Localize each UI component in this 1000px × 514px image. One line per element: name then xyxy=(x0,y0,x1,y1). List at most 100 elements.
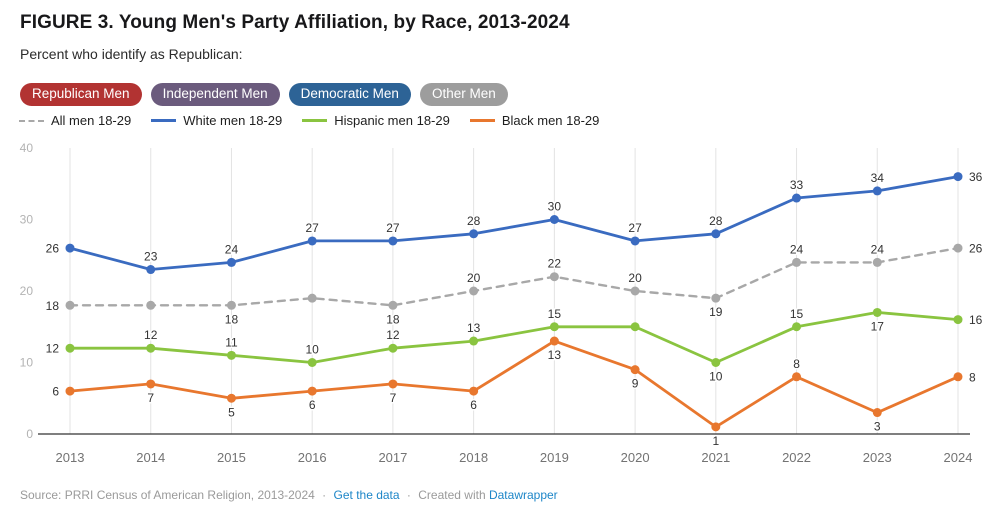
data-point-white-men-18-29-2017[interactable] xyxy=(388,236,398,246)
data-point-white-men-18-29-2019[interactable] xyxy=(549,215,559,224)
value-label-all-men-18-29-2019: 22 xyxy=(548,257,562,271)
data-point-black-men-18-29-2024[interactable] xyxy=(953,372,963,382)
data-point-black-men-18-29-2013[interactable] xyxy=(65,386,75,396)
legend-swatch xyxy=(19,119,44,122)
datawrapper-link[interactable]: Datawrapper xyxy=(488,488,558,502)
data-point-all-men-18-29-2021[interactable] xyxy=(711,293,721,303)
data-point-all-men-18-29-2013[interactable] xyxy=(65,300,75,310)
legend-swatch xyxy=(151,119,177,122)
x-tick-2014: 2014 xyxy=(136,450,165,465)
value-label-white-men-18-29-2019: 30 xyxy=(548,200,562,214)
data-point-all-men-18-29-2018[interactable] xyxy=(469,286,479,296)
data-point-black-men-18-29-2017[interactable] xyxy=(388,379,398,389)
value-label-all-men-18-29-2020: 20 xyxy=(628,271,642,285)
data-point-all-men-18-29-2014[interactable] xyxy=(146,300,156,310)
data-point-all-men-18-29-2023[interactable] xyxy=(872,257,882,267)
data-point-black-men-18-29-2022[interactable] xyxy=(792,372,802,382)
data-point-all-men-18-29-2015[interactable] xyxy=(226,300,236,310)
x-tick-2019: 2019 xyxy=(540,450,569,465)
data-point-hispanic-men-18-29-2018[interactable] xyxy=(469,336,479,346)
data-point-black-men-18-29-2016[interactable] xyxy=(307,386,317,396)
value-label-white-men-18-29-2014: 23 xyxy=(144,250,158,264)
data-point-all-men-18-29-2022[interactable] xyxy=(792,257,802,267)
tab-other-men[interactable]: Other Men xyxy=(419,83,508,106)
value-label-white-men-18-29-2015: 24 xyxy=(225,242,239,256)
data-point-all-men-18-29-2024[interactable] xyxy=(953,243,963,253)
created-with-text: Created with xyxy=(418,488,486,502)
series-line-white-men-18-29 xyxy=(68,175,960,271)
data-point-white-men-18-29-2014[interactable] xyxy=(146,265,156,275)
x-tick-2022: 2022 xyxy=(782,450,811,465)
data-point-hispanic-men-18-29-2020[interactable] xyxy=(630,322,640,332)
x-tick-2016: 2016 xyxy=(298,450,327,465)
series-line-black-men-18-29 xyxy=(68,339,960,429)
value-label-black-men-18-29-2018: 6 xyxy=(470,398,477,412)
value-label-white-men-18-29-2013: 26 xyxy=(46,242,60,256)
tab-independent-men[interactable]: Independent Men xyxy=(150,83,280,106)
value-label-all-men-18-29-2023: 24 xyxy=(871,242,885,256)
data-point-white-men-18-29-2021[interactable] xyxy=(711,229,721,239)
data-point-hispanic-men-18-29-2024[interactable] xyxy=(953,315,963,325)
data-point-white-men-18-29-2020[interactable] xyxy=(630,236,640,246)
data-point-black-men-18-29-2015[interactable] xyxy=(226,393,236,403)
data-point-white-men-18-29-2018[interactable] xyxy=(469,229,479,239)
legend-item-all-men-18-29: All men 18-29 xyxy=(19,113,131,128)
value-label-white-men-18-29-2017: 27 xyxy=(386,221,400,235)
value-label-all-men-18-29-2018: 20 xyxy=(467,271,481,285)
data-point-black-men-18-29-2014[interactable] xyxy=(146,379,156,389)
tab-democratic-men[interactable]: Democratic Men xyxy=(288,83,411,106)
data-point-black-men-18-29-2019[interactable] xyxy=(549,336,559,346)
series-line-hispanic-men-18-29 xyxy=(68,311,960,364)
data-point-hispanic-men-18-29-2023[interactable] xyxy=(872,307,882,317)
data-point-hispanic-men-18-29-2014[interactable] xyxy=(146,343,156,353)
y-tick-40: 40 xyxy=(20,141,34,155)
value-label-hispanic-men-18-29-2022: 15 xyxy=(790,307,804,321)
x-tick-2020: 2020 xyxy=(621,450,650,465)
legend-swatch xyxy=(302,119,328,122)
value-label-hispanic-men-18-29-2023: 17 xyxy=(871,319,885,333)
chart-subtitle: Percent who identify as Republican: xyxy=(20,46,243,62)
data-point-hispanic-men-18-29-2021[interactable] xyxy=(711,358,721,367)
data-point-all-men-18-29-2019[interactable] xyxy=(549,272,559,282)
data-point-hispanic-men-18-29-2022[interactable] xyxy=(792,322,802,332)
value-label-white-men-18-29-2022: 33 xyxy=(790,178,804,192)
line-chart: 2013 2014 2015 2016 2017 2018 2019 2020 2021 2022… xyxy=(20,141,985,465)
value-label-black-men-18-29-2024: 8 xyxy=(969,370,976,384)
value-label-black-men-18-29-2015: 5 xyxy=(228,405,235,419)
data-point-white-men-18-29-2016[interactable] xyxy=(307,236,317,246)
data-point-black-men-18-29-2020[interactable] xyxy=(630,365,640,375)
category-tabs: Republican Men Independent Men Democratic … xyxy=(20,83,508,106)
tab-republican-men[interactable]: Republican Men xyxy=(20,83,142,106)
value-label-hispanic-men-18-29-2013: 12 xyxy=(46,342,60,356)
y-tick-30: 30 xyxy=(20,213,34,227)
data-point-black-men-18-29-2023[interactable] xyxy=(872,408,882,418)
value-label-hispanic-men-18-29-2019: 15 xyxy=(548,307,562,321)
data-point-hispanic-men-18-29-2013[interactable] xyxy=(65,343,75,353)
data-point-all-men-18-29-2016[interactable] xyxy=(307,293,317,303)
data-point-all-men-18-29-2020[interactable] xyxy=(630,286,640,296)
data-point-white-men-18-29-2013[interactable] xyxy=(65,243,75,253)
value-label-black-men-18-29-2019: 13 xyxy=(548,348,562,362)
data-point-white-men-18-29-2015[interactable] xyxy=(226,257,236,267)
value-label-hispanic-men-18-29-2015: 11 xyxy=(225,335,238,349)
data-point-white-men-18-29-2022[interactable] xyxy=(792,193,802,203)
data-point-hispanic-men-18-29-2015[interactable] xyxy=(226,350,236,360)
data-point-hispanic-men-18-29-2016[interactable] xyxy=(307,358,317,367)
data-point-hispanic-men-18-29-2017[interactable] xyxy=(388,343,398,353)
data-point-black-men-18-29-2018[interactable] xyxy=(469,386,479,396)
data-point-white-men-18-29-2023[interactable] xyxy=(872,186,882,196)
data-point-white-men-18-29-2024[interactable] xyxy=(953,172,963,182)
value-label-hispanic-men-18-29-2024: 16 xyxy=(969,313,983,327)
data-point-all-men-18-29-2017[interactable] xyxy=(388,300,398,310)
source-text: Source: PRRI Census of American Religion… xyxy=(20,488,315,502)
value-label-black-men-18-29-2013: 6 xyxy=(52,385,59,399)
get-the-data-link[interactable]: Get the data xyxy=(333,488,400,502)
value-label-white-men-18-29-2016: 27 xyxy=(306,221,320,235)
series-line-all-men-18-29 xyxy=(68,246,960,307)
legend-label: White men 18-29 xyxy=(183,113,283,128)
data-point-black-men-18-29-2021[interactable] xyxy=(711,422,721,432)
x-tick-2013: 2013 xyxy=(56,450,85,465)
data-point-hispanic-men-18-29-2019[interactable] xyxy=(549,322,559,332)
x-tick-2024: 2024 xyxy=(944,450,973,465)
